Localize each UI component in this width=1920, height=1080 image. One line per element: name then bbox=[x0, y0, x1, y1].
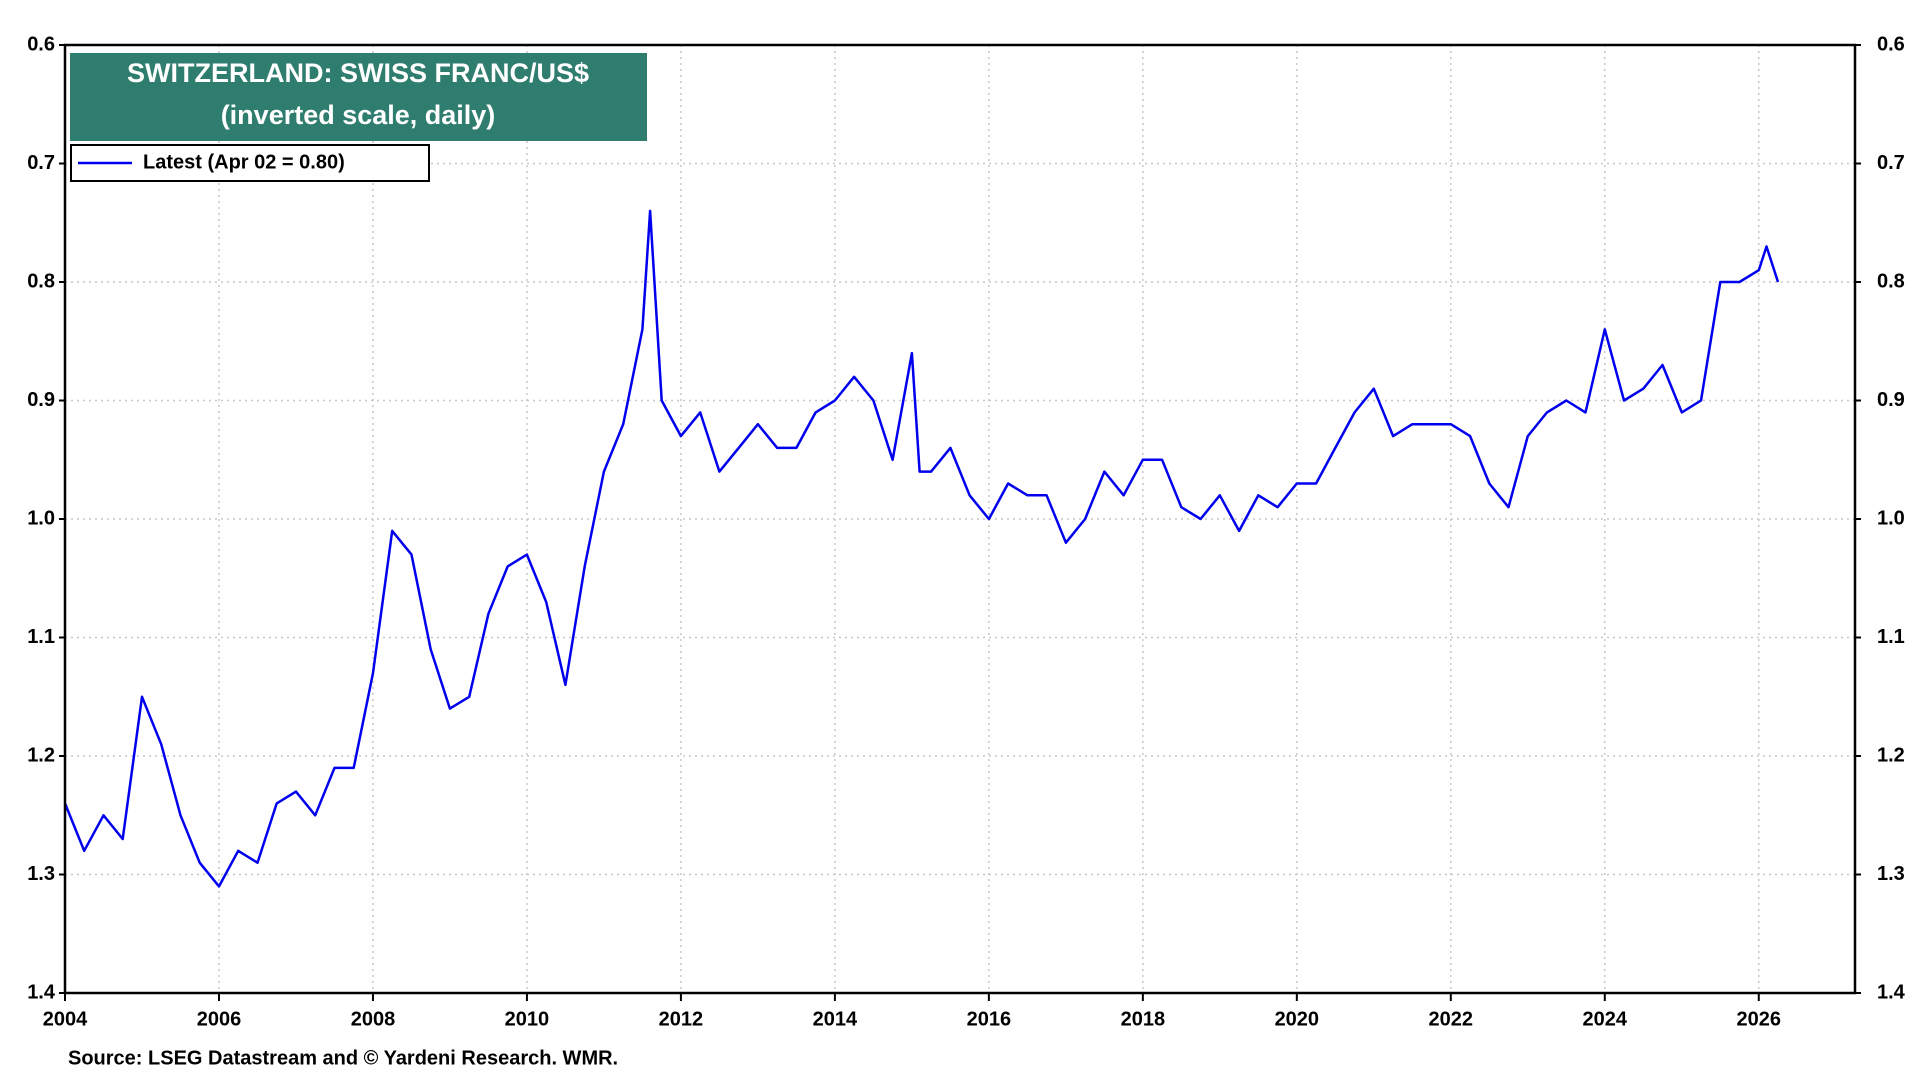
y-tick-label: 1.2 bbox=[27, 744, 55, 766]
y2-tick-label: 1.1 bbox=[1877, 626, 1905, 648]
x-tick-label: 2024 bbox=[1583, 1008, 1628, 1030]
x-tick-label: 2016 bbox=[967, 1008, 1012, 1030]
legend-label: Latest (Apr 02 = 0.80) bbox=[143, 151, 345, 173]
grid bbox=[64, 44, 1855, 994]
y-tick-label: 0.8 bbox=[27, 270, 55, 292]
y2-tick-label: 1.2 bbox=[1877, 744, 1905, 766]
y2-tick-label: 1.0 bbox=[1877, 507, 1905, 529]
y2-tick-label: 0.6 bbox=[1877, 33, 1905, 55]
x-tick-label: 2014 bbox=[813, 1008, 858, 1030]
x-tick-label: 2006 bbox=[197, 1008, 242, 1030]
y2-tick-label: 0.8 bbox=[1877, 270, 1905, 292]
y-tick-label: 1.3 bbox=[27, 863, 55, 885]
x-tick-label: 2012 bbox=[659, 1008, 704, 1030]
title-box bbox=[70, 53, 647, 141]
y-tick-label: 1.0 bbox=[27, 507, 55, 529]
y2-tick-label: 0.7 bbox=[1877, 152, 1905, 174]
x-tick-label: 2020 bbox=[1275, 1008, 1320, 1030]
x-tick-label: 2018 bbox=[1121, 1008, 1166, 1030]
x-tick-label: 2022 bbox=[1429, 1008, 1474, 1030]
y-tick-label: 0.6 bbox=[27, 33, 55, 55]
x-tick-label: 2026 bbox=[1737, 1008, 1782, 1030]
chart-subtitle: (inverted scale, daily) bbox=[221, 100, 496, 130]
data-line bbox=[63, 209, 1780, 888]
plot-frame bbox=[63, 43, 1857, 995]
y2-tick-label: 1.3 bbox=[1877, 863, 1905, 885]
y-tick-label: 0.7 bbox=[27, 152, 55, 174]
x-tick-label: 2008 bbox=[351, 1008, 396, 1030]
x-tick-label: 2004 bbox=[43, 1008, 88, 1030]
chart-title: SWITZERLAND: SWISS FRANC/US$ bbox=[127, 58, 589, 88]
y-tick-label: 1.1 bbox=[27, 626, 55, 648]
legend-box bbox=[70, 144, 430, 182]
y2-tick-label: 1.4 bbox=[1877, 981, 1906, 1003]
y-tick-label: 0.9 bbox=[27, 389, 55, 411]
x-tick-label: 2010 bbox=[505, 1008, 550, 1030]
y2-tick-label: 0.9 bbox=[1877, 389, 1905, 411]
source-note: Source: LSEG Datastream and © Yardeni Re… bbox=[68, 1047, 618, 1069]
y-tick-label: 1.4 bbox=[27, 981, 56, 1003]
